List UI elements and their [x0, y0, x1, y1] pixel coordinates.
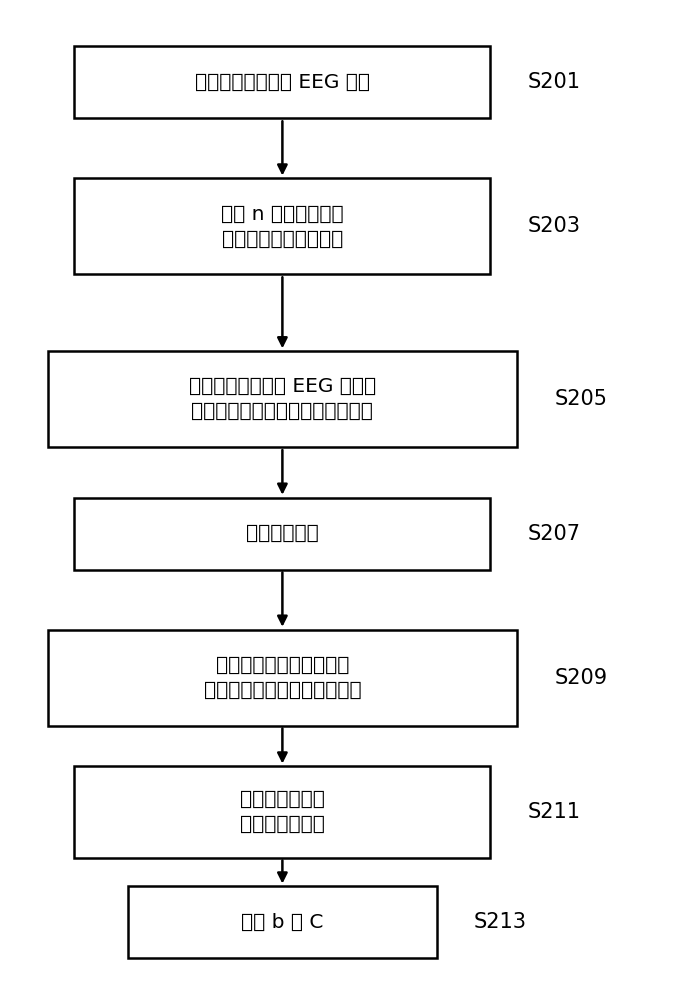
Bar [74, 178, 491, 274]
Text: 选择预定频带: 选择预定频带 [246, 524, 319, 543]
Bar [74, 498, 491, 570]
Text: 计算 b 和 C: 计算 b 和 C [241, 913, 324, 932]
Bar [74, 46, 491, 118]
Bar [48, 351, 517, 447]
Text: S205: S205 [554, 389, 607, 409]
Text: S201: S201 [527, 72, 580, 92]
Text: 对多个受试者进行 EEG 测量: 对多个受试者进行 EEG 测量 [195, 73, 370, 92]
Text: 选择给出对数据
最佳拟合的比率: 选择给出对数据 最佳拟合的比率 [240, 790, 325, 834]
Text: 每隔 n 分钟采集每个
受试者的物质唾液水平: 每隔 n 分钟采集每个 受试者的物质唾液水平 [221, 204, 344, 248]
Text: S207: S207 [527, 524, 580, 544]
Text: S213: S213 [474, 912, 526, 932]
Text: 将来自多个频带的 EEG 测量的
平均频率功率对物质水平进行绘图: 将来自多个频带的 EEG 测量的 平均频率功率对物质水平进行绘图 [189, 377, 376, 421]
Bar [74, 766, 491, 858]
Text: 使用对每个频带计算出的
平均功率计算多个不同的比率: 使用对每个频带计算出的 平均功率计算多个不同的比率 [203, 656, 361, 700]
Text: S203: S203 [527, 216, 580, 236]
Text: S209: S209 [554, 668, 607, 688]
Bar [128, 886, 437, 958]
Text: S211: S211 [527, 802, 580, 822]
Bar [48, 630, 517, 726]
